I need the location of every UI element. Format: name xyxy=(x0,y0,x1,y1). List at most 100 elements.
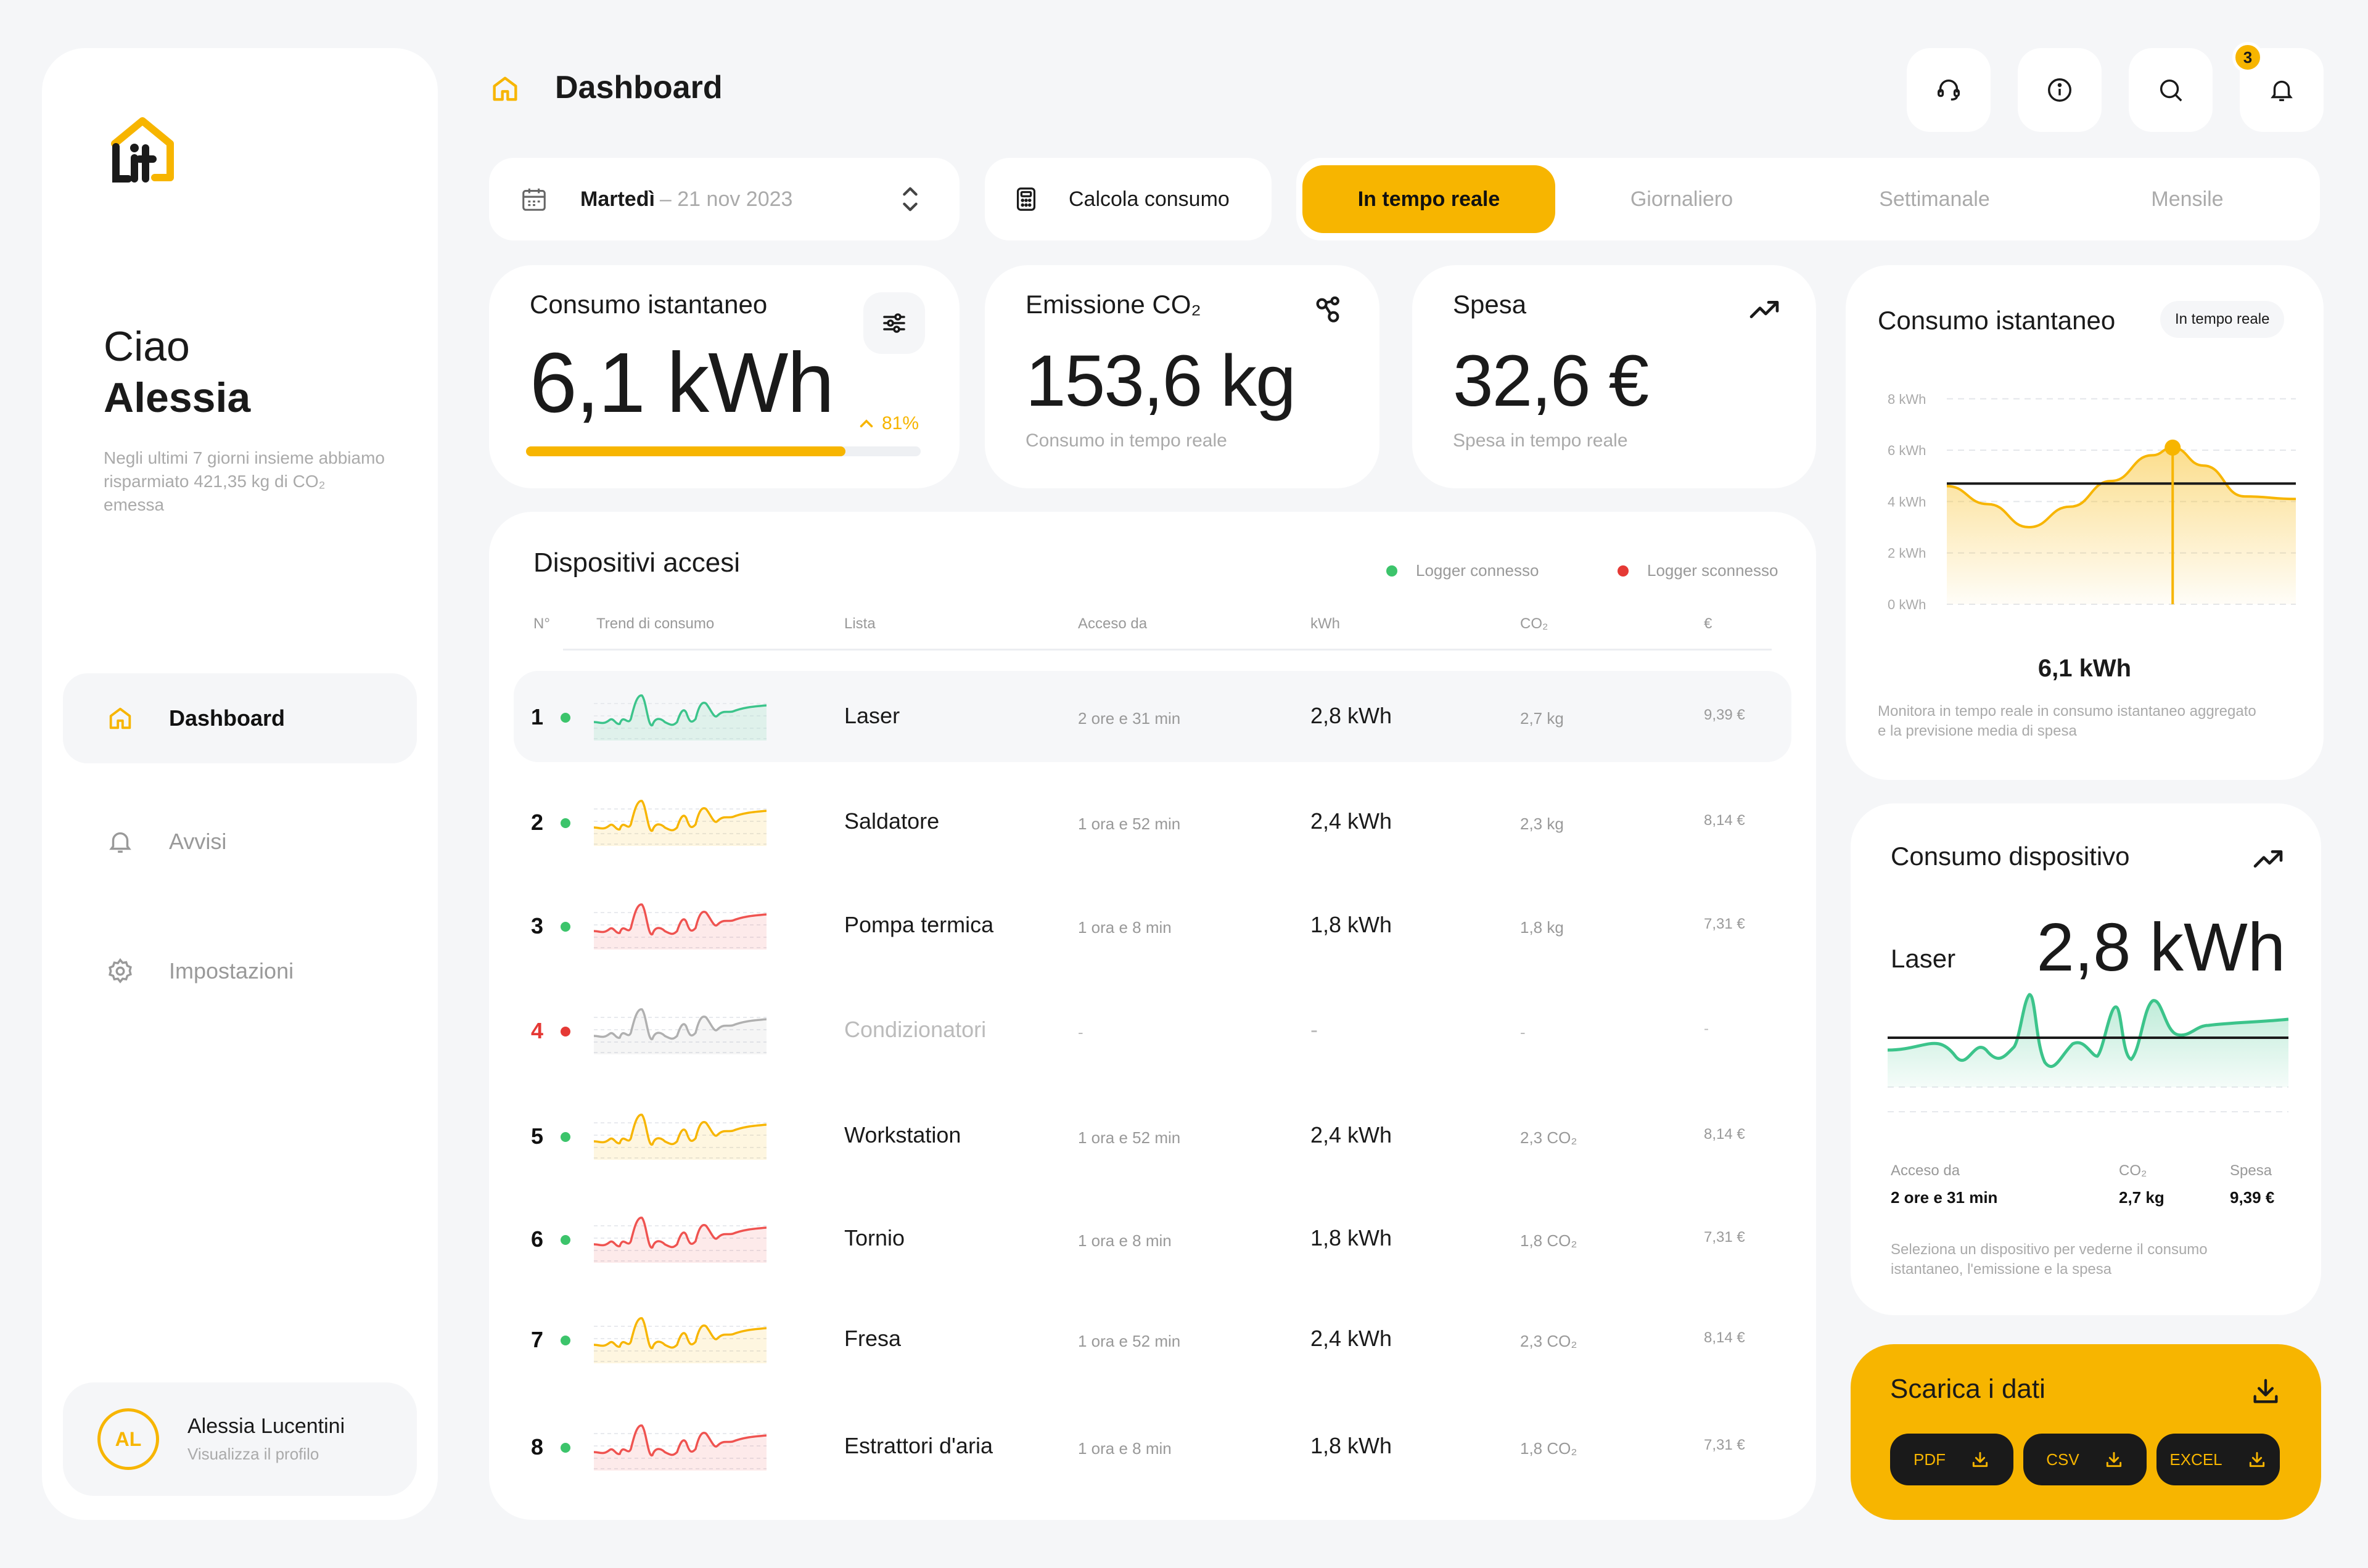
sidebar: Ciao Alessia Negli ultimi 7 giorni insie… xyxy=(42,48,438,1520)
info-button[interactable] xyxy=(2018,48,2102,132)
table-row[interactable]: 5 Workstation 1 ora e 52 min 2,4 kWh 2,3… xyxy=(514,1090,1791,1181)
headset-icon xyxy=(1937,79,1960,101)
download-pdf-button[interactable]: PDF xyxy=(1890,1434,2013,1485)
stat-spending: Spesa 9,39 € xyxy=(2230,1162,2274,1207)
download-excel-button[interactable]: EXCEL xyxy=(2156,1434,2280,1485)
device-trend-chart xyxy=(1888,993,2288,1112)
nav-label: Dashboard xyxy=(169,705,286,731)
device-name: Estrattori d'aria xyxy=(844,1433,993,1458)
device-name: Pompa termica xyxy=(844,912,994,937)
kpi-value: 6,1 kWh xyxy=(530,335,834,430)
tab-realtime[interactable]: In tempo reale xyxy=(1302,165,1555,233)
trend-sparkline xyxy=(594,1317,767,1363)
stat-on-since: Acceso da 2 ore e 31 min xyxy=(1891,1162,1997,1207)
row-number: 6 xyxy=(531,1226,544,1252)
tab-daily[interactable]: Giornaliero xyxy=(1630,187,1733,211)
chevron-up-icon xyxy=(860,419,873,428)
chevron-updown-icon[interactable] xyxy=(898,184,923,215)
device-detail-card: Consumo dispositivo Laser 2,8 kWh Acceso… xyxy=(1851,803,2321,1315)
trend-up-icon[interactable] xyxy=(2251,842,2285,876)
trend-sparkline xyxy=(594,1424,767,1471)
nav-impostazioni[interactable]: Impostazioni xyxy=(63,926,417,1016)
legend-connected: Logger connesso xyxy=(1386,561,1539,580)
download-icon[interactable] xyxy=(2250,1375,2282,1407)
button-label: EXCEL xyxy=(2169,1450,2222,1469)
lit-logo xyxy=(111,117,174,183)
device-kwh: 2,8 kWh xyxy=(1310,703,1392,728)
search-button[interactable] xyxy=(2129,48,2213,132)
bell-icon xyxy=(2271,80,2293,102)
filter-button[interactable] xyxy=(863,292,925,354)
table-row[interactable]: 2 Saldatore 1 ora e 52 min 2,4 kWh 2,3 k… xyxy=(514,776,1791,868)
device-kwh: - xyxy=(1310,1017,1318,1042)
trend-sparkline xyxy=(594,694,767,741)
bell-icon xyxy=(109,832,131,853)
row-number: 5 xyxy=(531,1123,544,1149)
y-tick-label: 4 kWh xyxy=(1888,494,1926,509)
status-dot-icon xyxy=(561,1027,570,1036)
nav-dashboard[interactable]: Dashboard xyxy=(63,673,417,763)
tab-weekly[interactable]: Settimanale xyxy=(1879,187,1990,211)
user-first-name: Alessia xyxy=(104,374,251,421)
col-co2: CO₂ xyxy=(1520,615,1548,632)
stat-value: 9,39 € xyxy=(2230,1188,2275,1207)
stat-label: Spesa xyxy=(2230,1162,2272,1179)
device-co2: - xyxy=(1520,1023,1526,1041)
home-icon xyxy=(109,707,131,729)
tab-monthly[interactable]: Mensile xyxy=(2151,187,2224,211)
table-row[interactable]: 1 Laser 2 ore e 31 min 2,8 kWh 2,7 kg 9,… xyxy=(514,671,1791,762)
date-picker[interactable]: Martedì – 21 nov 2023 xyxy=(489,158,960,240)
device-on-since: - xyxy=(1078,1023,1083,1041)
download-icon xyxy=(2106,1451,2121,1467)
realtime-chart-card: Consumo istantaneo In tempo reale 8 kWh 6… xyxy=(1846,265,2324,780)
device-name: Saldatore xyxy=(844,808,940,834)
download-csv-button[interactable]: CSV xyxy=(2023,1434,2147,1485)
device-cost: 9,39 € xyxy=(1704,707,1745,723)
nav-label: Avvisi xyxy=(169,829,227,854)
device-on-since: 2 ore e 31 min xyxy=(1078,709,1181,728)
area-fill xyxy=(1947,447,2296,604)
stat-label: CO₂ xyxy=(2119,1162,2147,1179)
red-dot-icon xyxy=(1618,565,1629,577)
calculate-consumption-button[interactable]: Calcola consumo xyxy=(985,158,1272,240)
status-dot-icon xyxy=(561,922,570,932)
table-row[interactable]: 4 Condizionatori - - - - xyxy=(514,985,1791,1076)
profile-card[interactable]: AL Alessia Lucentini Visualizza il profi… xyxy=(63,1382,417,1496)
col-kwh: kWh xyxy=(1310,615,1340,632)
device-cost: 7,31 € xyxy=(1704,1437,1745,1453)
device-kwh: 2,4 kWh xyxy=(1310,1122,1392,1147)
date-day: Martedì xyxy=(580,187,655,211)
nav-label: Impostazioni xyxy=(169,958,294,983)
kpi-co2-card: Emissione CO₂ 153,6 kg Consumo in tempo … xyxy=(985,265,1379,488)
download-card: Scarica i dati PDF CSV EXCEL xyxy=(1851,1344,2321,1520)
button-label: PDF xyxy=(1914,1450,1946,1469)
device-cost: 8,14 € xyxy=(1704,1126,1745,1143)
device-kwh: 1,8 kWh xyxy=(1310,1433,1392,1458)
savings-summary: Negli ultimi 7 giorni insieme abbiamo ri… xyxy=(104,448,385,514)
search-icon xyxy=(2160,79,2182,102)
stat-value: 2,7 kg xyxy=(2119,1188,2164,1207)
trend-sparkline xyxy=(594,1114,767,1160)
chart-note: Monitora in tempo reale in consumo istan… xyxy=(1878,703,2256,739)
row-number: 8 xyxy=(531,1434,544,1459)
device-cost: 8,14 € xyxy=(1704,1329,1745,1346)
table-row[interactable]: 3 Pompa termica 1 ora e 8 min 1,8 kWh 1,… xyxy=(514,880,1791,971)
device-detail-title: Consumo dispositivo xyxy=(1891,842,2130,871)
profile-link[interactable]: Visualizza il profilo xyxy=(187,1445,319,1463)
stat-label: Acceso da xyxy=(1891,1162,1960,1179)
table-row[interactable]: 6 Tornio 1 ora e 8 min 1,8 kWh 1,8 CO₂ 7… xyxy=(514,1193,1791,1284)
device-co2: 1,8 CO₂ xyxy=(1520,1439,1577,1458)
kpi-progress-track xyxy=(526,446,921,456)
nav-avvisi[interactable]: Avvisi xyxy=(63,797,417,887)
support-button[interactable] xyxy=(1907,48,1991,132)
device-kwh: 2,4 kWh xyxy=(1310,1326,1392,1351)
chart-current-value: 6,1 kWh xyxy=(2037,655,2132,682)
device-kwh: 1,8 kWh xyxy=(1310,1225,1392,1250)
trend-up-icon[interactable] xyxy=(1747,292,1782,327)
table-row[interactable]: 7 Fresa 1 ora e 52 min 2,4 kWh 2,3 CO₂ 8… xyxy=(514,1294,1791,1385)
stat-co2: CO₂ 2,7 kg xyxy=(2119,1162,2164,1207)
table-row[interactable]: 8 Estrattori d'aria 1 ora e 8 min 1,8 kW… xyxy=(514,1401,1791,1492)
share-icon[interactable] xyxy=(1310,292,1345,327)
row-number: 3 xyxy=(531,913,544,938)
